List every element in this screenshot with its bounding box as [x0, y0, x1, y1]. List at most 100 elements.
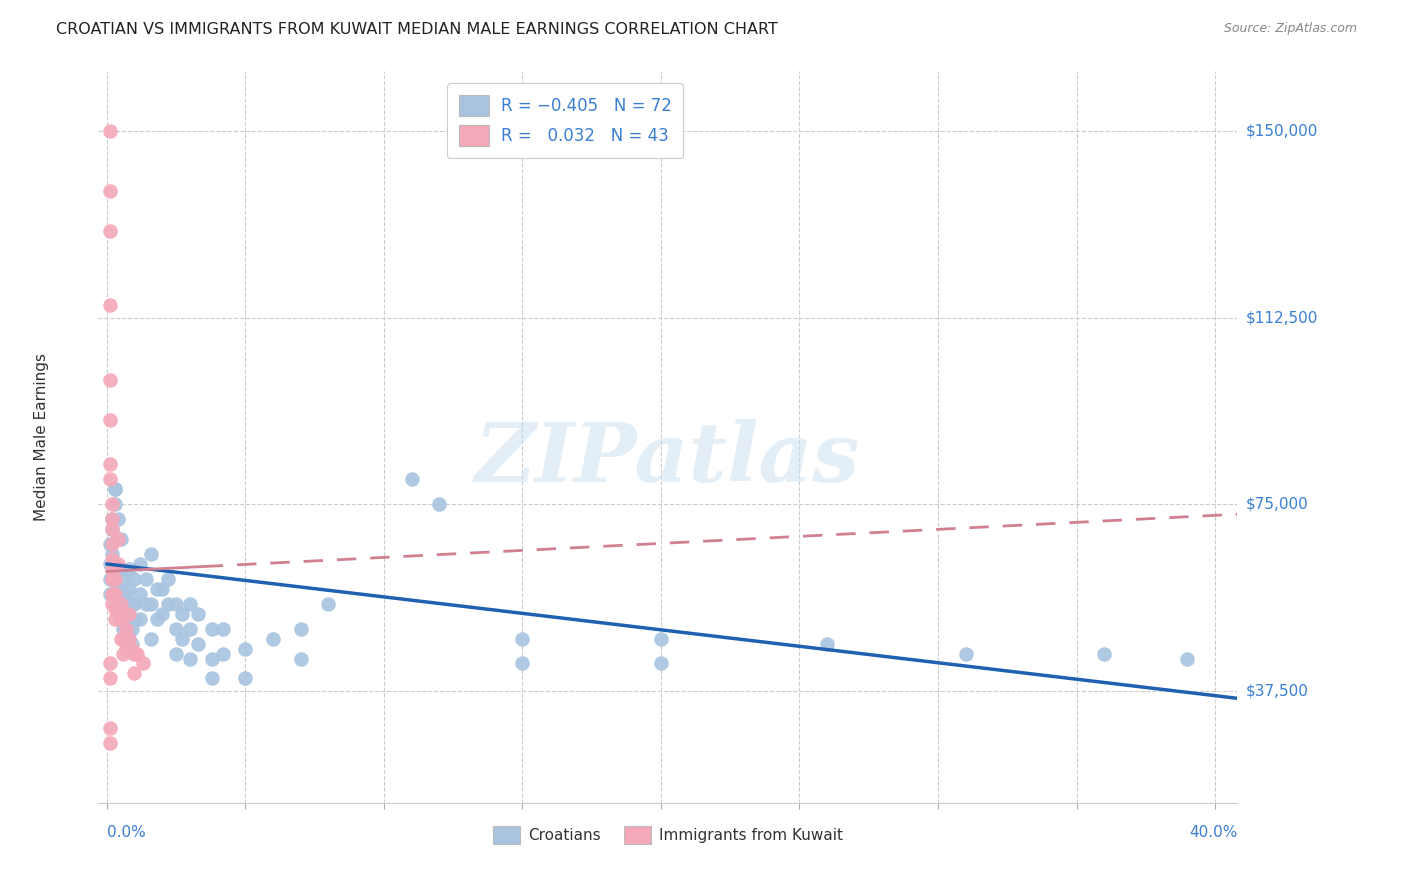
Point: [187, 607, 209, 621]
Point: [101, 572, 124, 586]
Text: 0.0%: 0.0%: [107, 825, 145, 840]
Point: [101, 497, 124, 511]
Point: [112, 587, 135, 601]
Point: [955, 647, 977, 661]
Point: [98, 224, 121, 238]
Point: [104, 557, 127, 571]
Text: $37,500: $37,500: [1246, 683, 1309, 698]
Point: [110, 632, 132, 646]
Point: [145, 612, 167, 626]
Point: [427, 497, 450, 511]
Point: [107, 532, 129, 546]
Point: [124, 597, 146, 611]
Point: [139, 632, 162, 646]
Point: [112, 622, 135, 636]
Point: [104, 483, 127, 497]
Point: [98, 412, 121, 426]
Point: [104, 587, 127, 601]
Point: [98, 472, 121, 486]
Point: [104, 497, 127, 511]
Point: [118, 562, 141, 576]
Point: [115, 632, 138, 646]
Point: [98, 458, 121, 472]
Point: [98, 537, 121, 551]
Point: [233, 641, 256, 656]
Point: [290, 651, 312, 665]
Point: [101, 512, 124, 526]
Point: [110, 582, 132, 596]
Point: [165, 647, 187, 661]
Point: [212, 647, 235, 661]
Text: ZIPatlas: ZIPatlas: [475, 419, 860, 499]
Point: [101, 522, 124, 536]
Point: [132, 657, 155, 671]
Point: [104, 483, 127, 497]
Point: [401, 472, 423, 486]
Point: [118, 632, 141, 646]
Point: [118, 612, 141, 626]
Point: [112, 647, 135, 661]
Point: [201, 672, 224, 686]
Point: [118, 607, 141, 621]
Point: [150, 607, 173, 621]
Point: [98, 124, 121, 138]
Point: [110, 597, 132, 611]
Point: [165, 622, 187, 636]
Point: [121, 636, 143, 650]
Point: [650, 632, 672, 646]
Point: [98, 184, 121, 198]
Point: [110, 612, 132, 626]
Point: [104, 612, 127, 626]
Point: [107, 557, 129, 571]
Point: [165, 597, 187, 611]
Point: [145, 582, 167, 596]
Point: [1092, 647, 1115, 661]
Text: Source: ZipAtlas.com: Source: ZipAtlas.com: [1223, 22, 1357, 36]
Point: [115, 622, 138, 636]
Point: [290, 622, 312, 636]
Point: [201, 651, 224, 665]
Point: [129, 612, 152, 626]
Point: [127, 647, 149, 661]
Point: [107, 512, 129, 526]
Point: [101, 512, 124, 526]
Legend: Croatians, Immigrants from Kuwait: Croatians, Immigrants from Kuwait: [486, 820, 849, 850]
Point: [650, 657, 672, 671]
Point: [121, 622, 143, 636]
Point: [104, 572, 127, 586]
Text: $75,000: $75,000: [1246, 497, 1309, 512]
Point: [139, 597, 162, 611]
Point: [101, 552, 124, 566]
Text: $112,500: $112,500: [1246, 310, 1317, 326]
Point: [101, 587, 124, 601]
Point: [512, 632, 534, 646]
Point: [107, 597, 129, 611]
Point: [124, 612, 146, 626]
Point: [124, 572, 146, 586]
Point: [101, 597, 124, 611]
Point: [101, 547, 124, 561]
Text: 40.0%: 40.0%: [1189, 825, 1237, 840]
Point: [110, 562, 132, 576]
Point: [1177, 651, 1199, 665]
Point: [98, 373, 121, 387]
Point: [112, 607, 135, 621]
Point: [170, 632, 193, 646]
Point: [512, 657, 534, 671]
Point: [118, 632, 141, 646]
Point: [262, 632, 284, 646]
Point: [112, 572, 135, 586]
Text: Median Male Earnings: Median Male Earnings: [34, 353, 49, 521]
Point: [233, 672, 256, 686]
Point: [110, 597, 132, 611]
Point: [112, 632, 135, 646]
Point: [129, 557, 152, 571]
Point: [98, 736, 121, 750]
Text: $150,000: $150,000: [1246, 124, 1317, 138]
Point: [98, 298, 121, 312]
Point: [150, 582, 173, 596]
Point: [115, 641, 138, 656]
Point: [98, 572, 121, 586]
Point: [101, 572, 124, 586]
Point: [129, 587, 152, 601]
